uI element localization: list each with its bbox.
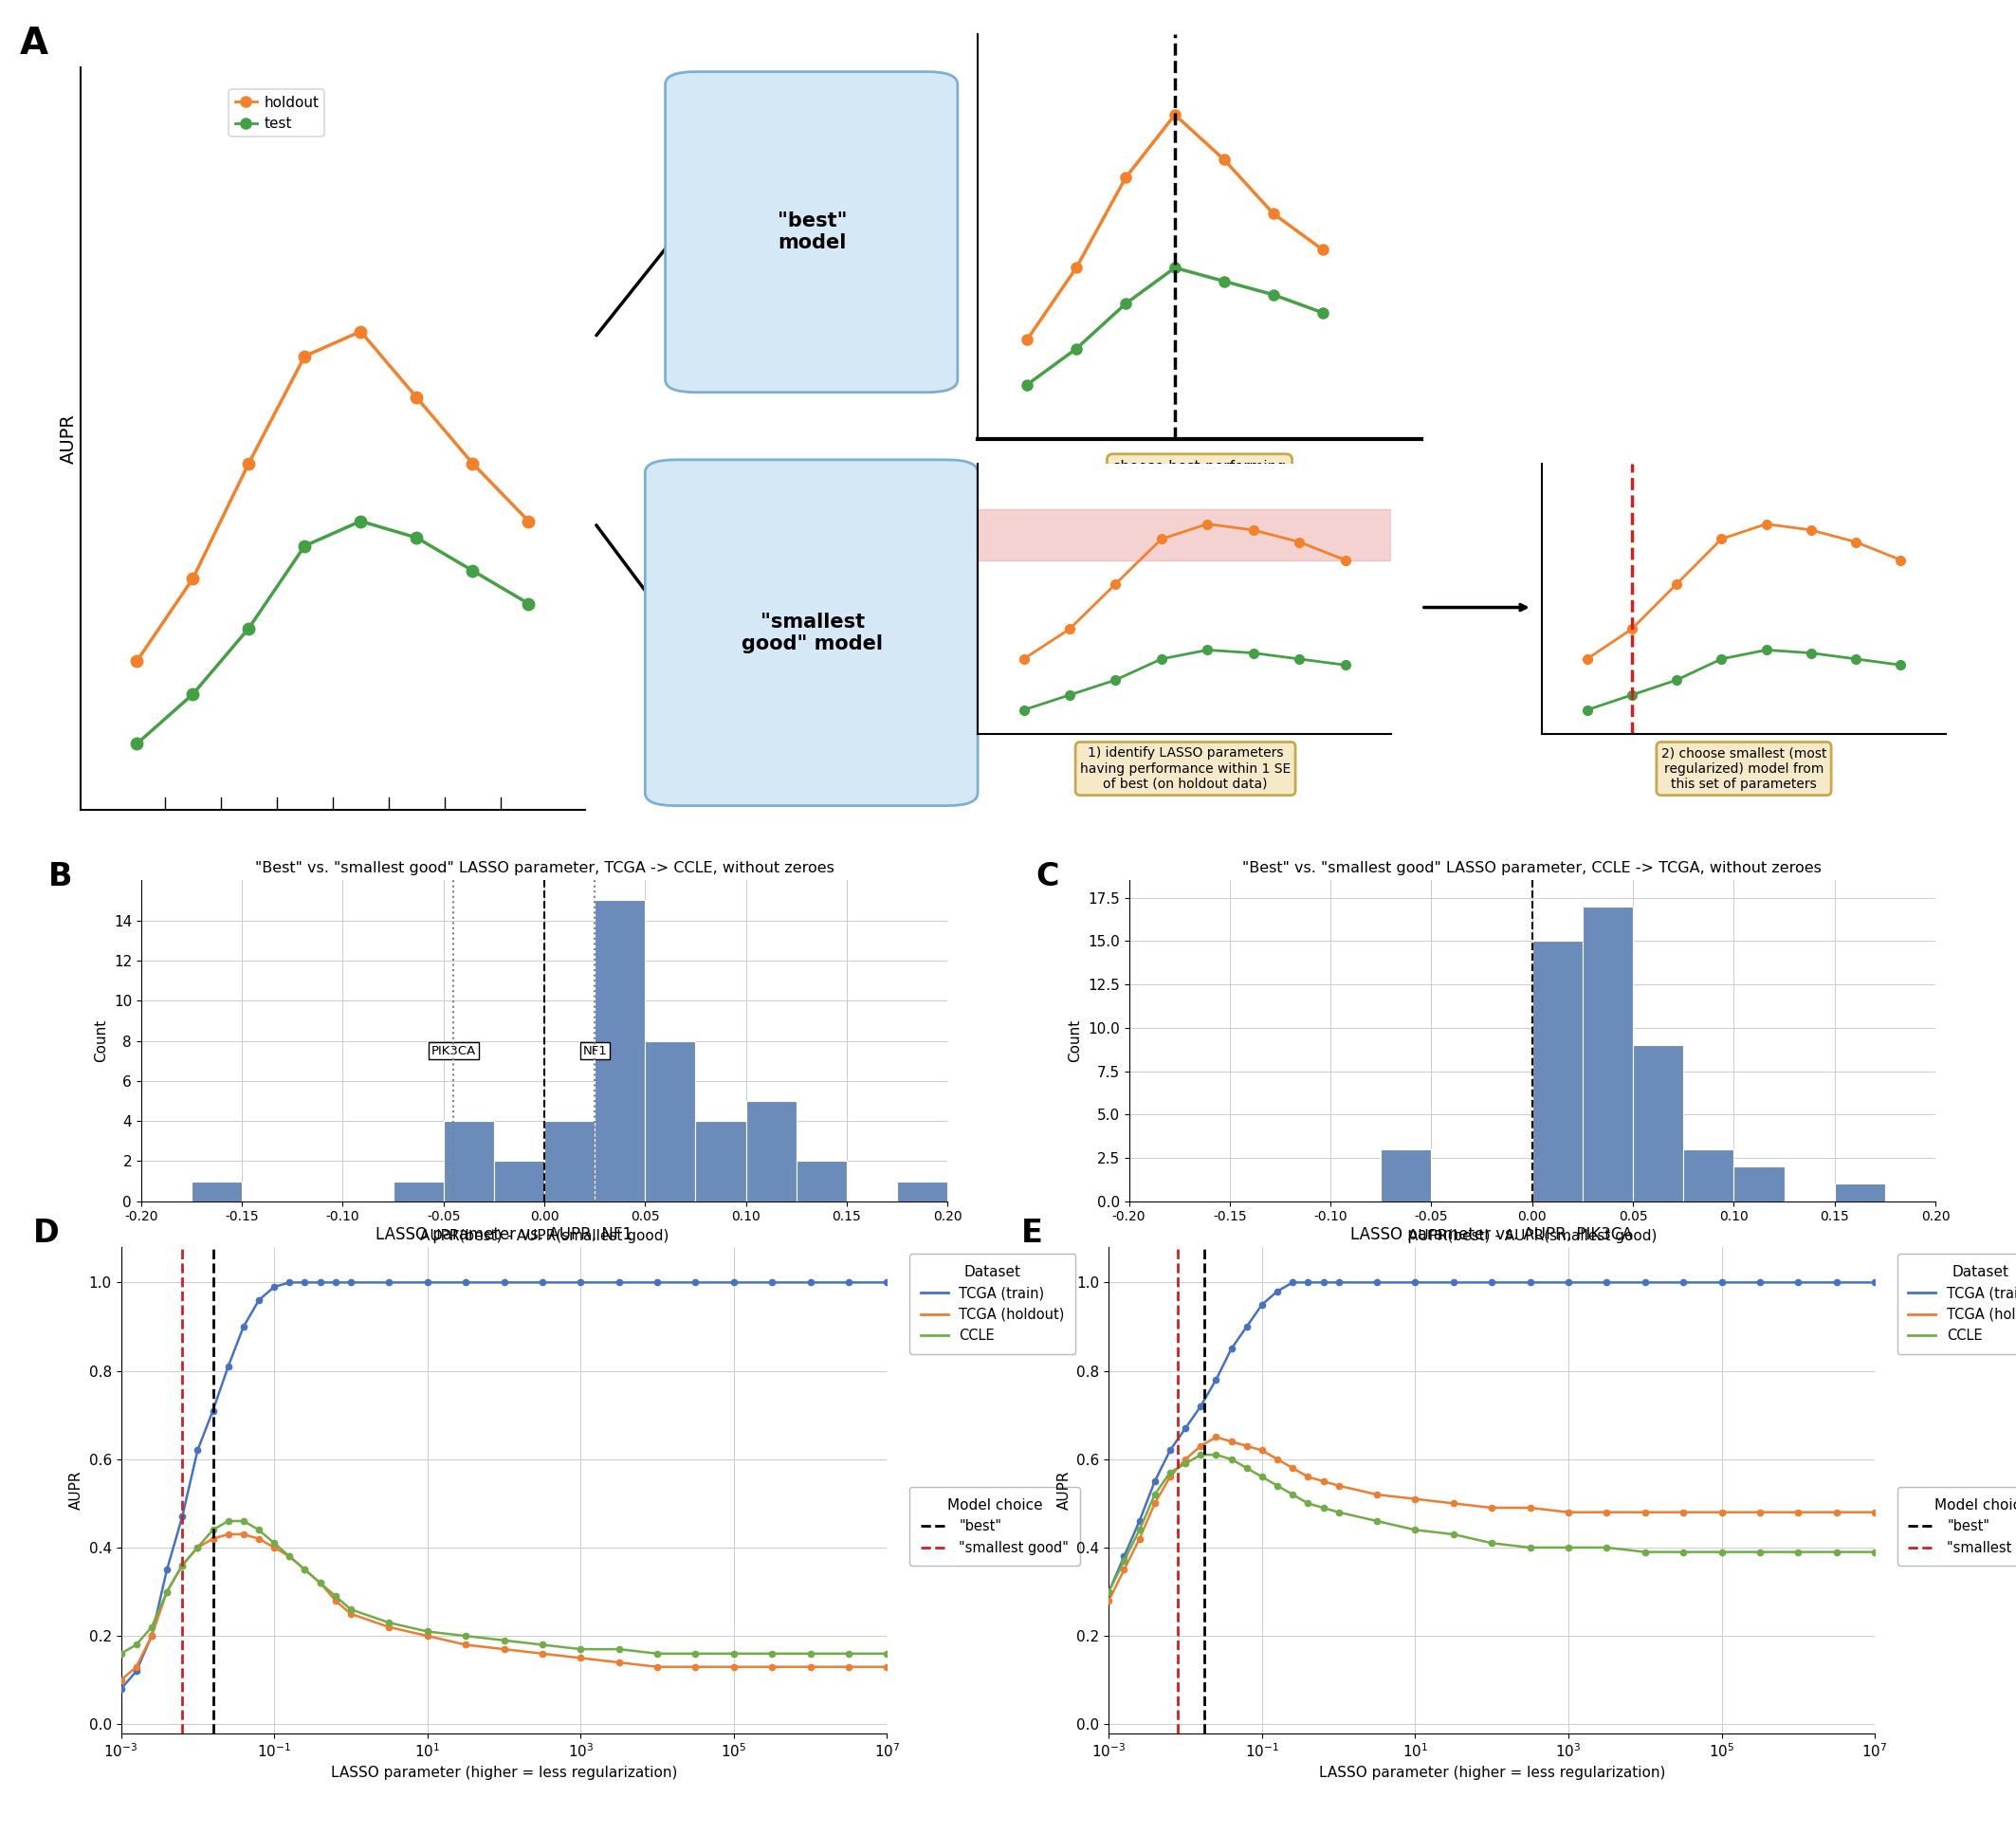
- Bar: [1633, 1045, 1683, 1201]
- Bar: [1583, 906, 1633, 1201]
- Bar: [1734, 1166, 1784, 1201]
- Text: "best"
model: "best" model: [778, 211, 847, 253]
- X-axis label: LASSO parameter (higher = less regularization): LASSO parameter (higher = less regulariz…: [331, 1766, 677, 1779]
- Y-axis label: AUPR: AUPR: [69, 1471, 83, 1509]
- Bar: [494, 1161, 544, 1201]
- Text: 1) identify LASSO parameters
having performance within 1 SE
of best (on holdout : 1) identify LASSO parameters having perf…: [1081, 746, 1290, 790]
- Text: D: D: [32, 1218, 58, 1249]
- Text: "smallest
good" model: "smallest good" model: [742, 613, 883, 653]
- Bar: [192, 1181, 242, 1201]
- Bar: [696, 1121, 746, 1201]
- Bar: [1683, 1150, 1734, 1201]
- Text: B: B: [48, 860, 73, 893]
- Bar: [796, 1161, 847, 1201]
- Y-axis label: Count: Count: [1068, 1020, 1083, 1062]
- Text: choose best-performing
LASSO parameter
(on holdout data): choose best-performing LASSO parameter (…: [1113, 460, 1286, 506]
- X-axis label: LASSO parameter (higher = less regularization): LASSO parameter (higher = less regulariz…: [1318, 1766, 1665, 1779]
- Title: LASSO parameter vs. AUPR, PIK3CA: LASSO parameter vs. AUPR, PIK3CA: [1351, 1225, 1633, 1243]
- Text: 2) choose smallest (most
regularized) model from
this set of parameters: 2) choose smallest (most regularized) mo…: [1661, 746, 1826, 790]
- Bar: [544, 1121, 595, 1201]
- Y-axis label: Count: Count: [95, 1020, 109, 1062]
- Bar: [1381, 1150, 1431, 1201]
- Text: PIK3CA: PIK3CA: [431, 1045, 476, 1056]
- Legend: "best", "smallest good": "best", "smallest good": [1897, 1487, 2016, 1566]
- Bar: [645, 1042, 696, 1201]
- Text: E: E: [1020, 1218, 1042, 1249]
- Bar: [746, 1100, 796, 1201]
- Title: "Best" vs. "smallest good" LASSO parameter, CCLE -> TCGA, without zeroes: "Best" vs. "smallest good" LASSO paramet…: [1242, 860, 1822, 875]
- Y-axis label: AUPR: AUPR: [1056, 1471, 1070, 1509]
- Title: LASSO parameter vs. AUPR, NF1: LASSO parameter vs. AUPR, NF1: [375, 1225, 633, 1243]
- Text: A: A: [20, 26, 48, 61]
- X-axis label: AUPR(best) - AUPR(smallest good): AUPR(best) - AUPR(smallest good): [419, 1229, 669, 1243]
- FancyBboxPatch shape: [645, 460, 978, 805]
- Title: "Best" vs. "smallest good" LASSO parameter, TCGA -> CCLE, without zeroes: "Best" vs. "smallest good" LASSO paramet…: [254, 860, 835, 875]
- FancyBboxPatch shape: [665, 72, 958, 392]
- Bar: [1532, 941, 1583, 1201]
- Bar: [595, 900, 645, 1201]
- Text: NF1: NF1: [583, 1045, 607, 1056]
- Text: C: C: [1036, 860, 1060, 893]
- Bar: [444, 1121, 494, 1201]
- Bar: [393, 1181, 444, 1201]
- Legend: "best", "smallest good": "best", "smallest good": [909, 1487, 1081, 1566]
- Bar: [897, 1181, 948, 1201]
- Bar: [1835, 1185, 1885, 1201]
- X-axis label: AUPR(best) - AUPR(smallest good): AUPR(best) - AUPR(smallest good): [1407, 1229, 1657, 1243]
